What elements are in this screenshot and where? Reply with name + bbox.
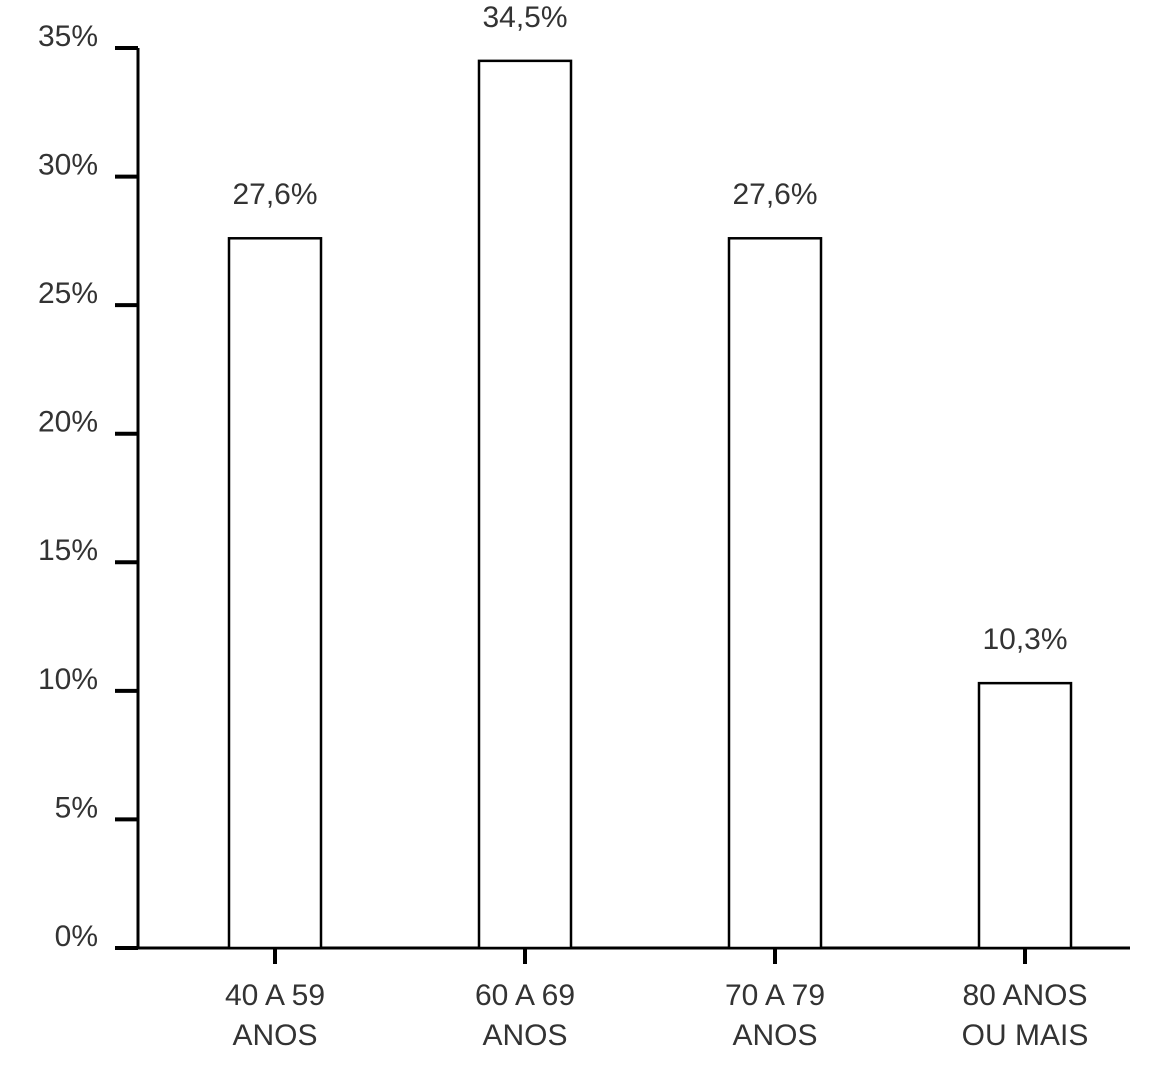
bar (477, 59, 573, 950)
y-tick-label: 25% (38, 277, 98, 310)
x-tick-label: 40 A 59 ANOS (224, 979, 326, 1052)
x-tick-label: 60 A 69 ANOS (474, 979, 576, 1052)
y-tick-label: 0% (55, 920, 98, 953)
data-label: 27,6% (232, 178, 317, 211)
bar (977, 681, 1073, 950)
y-tick-label: 20% (38, 406, 98, 439)
y-tick-label: 10% (38, 663, 98, 696)
x-tick-label: 80 ANOS OU MAIS (961, 979, 1089, 1052)
y-tick-label: 35% (38, 20, 98, 53)
x-tick-label: 70 A 79 ANOS (724, 979, 826, 1052)
bar (227, 237, 323, 950)
y-tick-label: 5% (55, 791, 98, 824)
y-tick-label: 15% (38, 534, 98, 567)
bar (727, 237, 823, 950)
data-label: 27,6% (732, 178, 817, 211)
data-label: 10,3% (982, 623, 1067, 656)
data-label: 34,5% (482, 1, 567, 34)
y-tick-label: 30% (38, 148, 98, 181)
